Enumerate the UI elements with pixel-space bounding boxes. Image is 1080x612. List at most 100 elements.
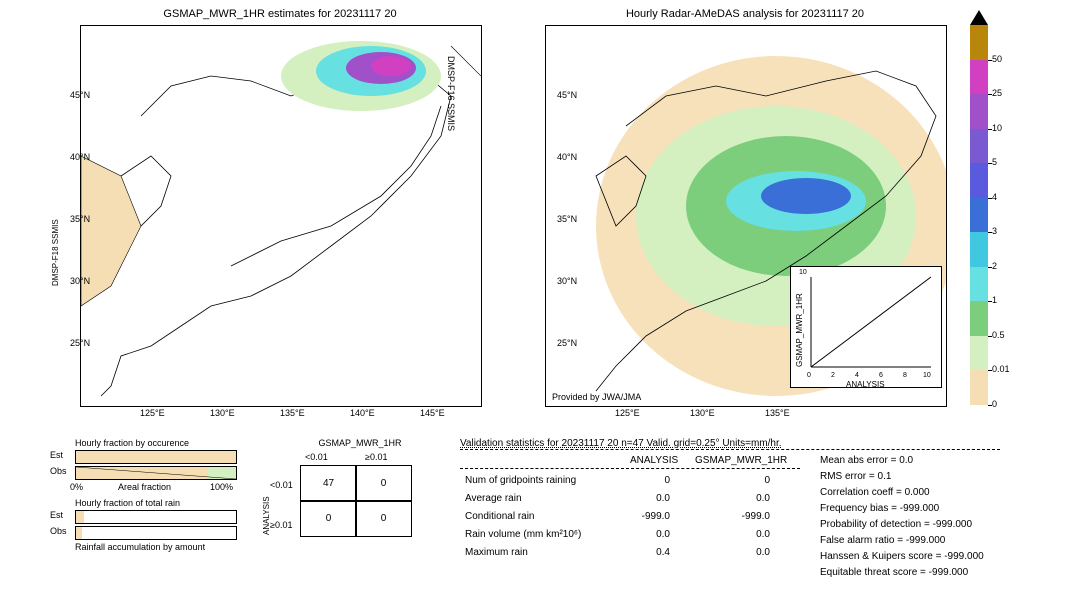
stats-right-2: Correlation coeff = 0.000 <box>820 487 930 498</box>
stats-v2-1: 0.0 <box>710 493 770 504</box>
occ-x2: 100% <box>210 482 233 492</box>
cb-tick-4: 2 <box>992 261 997 271</box>
ct-ch1: ≥0.01 <box>365 452 387 462</box>
stats-col1: ANALYSIS <box>630 455 678 466</box>
ct-ch0: <0.01 <box>305 452 328 462</box>
cb-tick-9: 25 <box>992 88 1002 98</box>
stats-label-0: Num of gridpoints raining <box>465 475 576 486</box>
rainfall-accum-label: Rainfall accumulation by amount <box>75 542 205 552</box>
ltick-y40: 40°N <box>70 152 90 162</box>
cb-tick-3: 1 <box>992 295 997 305</box>
tr-est-bar <box>75 510 237 524</box>
scatter-ylabel: GSMAP_MWR_1HR <box>795 293 804 367</box>
sx2: 2 <box>831 372 835 379</box>
stats-right-6: Hanssen & Kuipers score = -999.000 <box>820 551 984 562</box>
ct-rh1: ≥0.01 <box>270 520 292 530</box>
ltick-x140: 140°E <box>350 408 375 418</box>
cb-seg-7 <box>970 129 988 164</box>
stats-v1-1: 0.0 <box>620 493 670 504</box>
swath-label-left: DMSP-F18 SSMIS <box>51 219 60 286</box>
stats-right-4: Probability of detection = -999.000 <box>820 519 972 530</box>
ct-01: 0 <box>355 465 412 502</box>
ltick-y25: 25°N <box>70 338 90 348</box>
cb-seg-9 <box>970 60 988 95</box>
colorbar: 00.010.512345102550 <box>970 25 988 405</box>
tr-obs-label: Obs <box>50 526 67 536</box>
occ-x1: Areal fraction <box>118 482 171 492</box>
tr-obs-bar <box>75 526 237 540</box>
left-map-svg <box>81 26 481 406</box>
left-map-title: GSMAP_MWR_1HR estimates for 20231117 20 <box>80 8 480 20</box>
ct-title: GSMAP_MWR_1HR <box>300 438 420 448</box>
cb-seg-2 <box>970 301 988 336</box>
stats-v2-0: 0 <box>710 475 770 486</box>
cb-tick-7: 5 <box>992 157 997 167</box>
left-map-panel: DMSP-F18 SSMIS DMSP-F16 SSMIS <box>80 25 482 407</box>
stats-v2-3: 0.0 <box>710 529 770 540</box>
ltick-y30: 30°N <box>70 276 90 286</box>
ltick-x130: 130°E <box>210 408 235 418</box>
rtick-y40: 40°N <box>557 152 577 162</box>
cb-tick-8: 10 <box>992 123 1002 133</box>
stats-v1-3: 0.0 <box>620 529 670 540</box>
stats-v1-0: 0 <box>620 475 670 486</box>
stats-v1-2: -999.0 <box>620 511 670 522</box>
occ-x0: 0% <box>70 482 83 492</box>
cb-tick-2: 0.5 <box>992 330 1005 340</box>
stats-header: Validation statistics for 20231117 20 n=… <box>460 438 1000 450</box>
cb-tick-6: 4 <box>992 192 997 202</box>
stats-v2-4: 0.0 <box>710 547 770 558</box>
ltick-x125: 125°E <box>140 408 165 418</box>
occ-obs-bar <box>75 466 237 480</box>
cb-tick-5: 3 <box>992 226 997 236</box>
sx4: 4 <box>855 372 859 379</box>
right-map-title: Hourly Radar-AMeDAS analysis for 2023111… <box>545 8 945 20</box>
occ-obs-label: Obs <box>50 466 67 476</box>
sx0: 0 <box>807 372 811 379</box>
cb-seg-1 <box>970 336 988 371</box>
cb-seg-10 <box>970 25 988 60</box>
cb-seg-6 <box>970 163 988 198</box>
scatter-xlabel: ANALYSIS <box>846 380 885 389</box>
stats-label-2: Conditional rain <box>465 511 535 522</box>
rtick-y45: 45°N <box>557 90 577 100</box>
ltick-x145: 145°E <box>420 408 445 418</box>
tr-est-label: Est <box>50 510 63 520</box>
stats-right-7: Equitable threat score = -999.000 <box>820 567 968 578</box>
rtick-y25: 25°N <box>557 338 577 348</box>
cb-seg-4 <box>970 232 988 267</box>
stats-label-3: Rain volume (mm km²10⁶) <box>465 529 581 540</box>
stats-right-1: RMS error = 0.1 <box>820 471 891 482</box>
ct-00: 47 <box>300 465 357 502</box>
ct-11: 0 <box>355 500 412 537</box>
stats-right-0: Mean abs error = 0.0 <box>820 455 913 466</box>
rtick-x135: 135°E <box>765 408 790 418</box>
scatter-inset: ANALYSIS GSMAP_MWR_1HR 0 2 4 6 8 10 10 <box>790 266 942 388</box>
stats-v1-4: 0.4 <box>620 547 670 558</box>
swath-label-right: DMSP-F16 SSMIS <box>446 56 456 131</box>
stats-label-1: Average rain <box>465 493 522 504</box>
stats-label-4: Maximum rain <box>465 547 528 558</box>
cb-tick-10: 50 <box>992 54 1002 64</box>
sx6: 6 <box>879 372 883 379</box>
stats-v2-2: -999.0 <box>710 511 770 522</box>
sy10: 10 <box>799 269 807 276</box>
cb-seg-8 <box>970 94 988 129</box>
rtick-y35: 35°N <box>557 214 577 224</box>
stats-col2: GSMAP_MWR_1HR <box>695 455 787 466</box>
rtick-x130: 130°E <box>690 408 715 418</box>
provided-label: Provided by JWA/JMA <box>552 392 641 402</box>
right-map-panel: Provided by JWA/JMA ANALYSIS GSMAP_MWR_1… <box>545 25 947 407</box>
cb-seg-0 <box>970 370 988 405</box>
ltick-y35: 35°N <box>70 214 90 224</box>
cb-seg-5 <box>970 198 988 233</box>
occ-est-label: Est <box>50 450 63 460</box>
cb-seg-3 <box>970 267 988 302</box>
cb-tick-0: 0 <box>992 399 997 409</box>
stats-divider <box>460 468 800 469</box>
occ-est-bar <box>75 450 237 464</box>
occurrence-title: Hourly fraction by occurence <box>75 438 189 448</box>
totalrain-title: Hourly fraction of total rain <box>75 498 180 508</box>
ltick-y45: 45°N <box>70 90 90 100</box>
ct-10: 0 <box>300 500 357 537</box>
